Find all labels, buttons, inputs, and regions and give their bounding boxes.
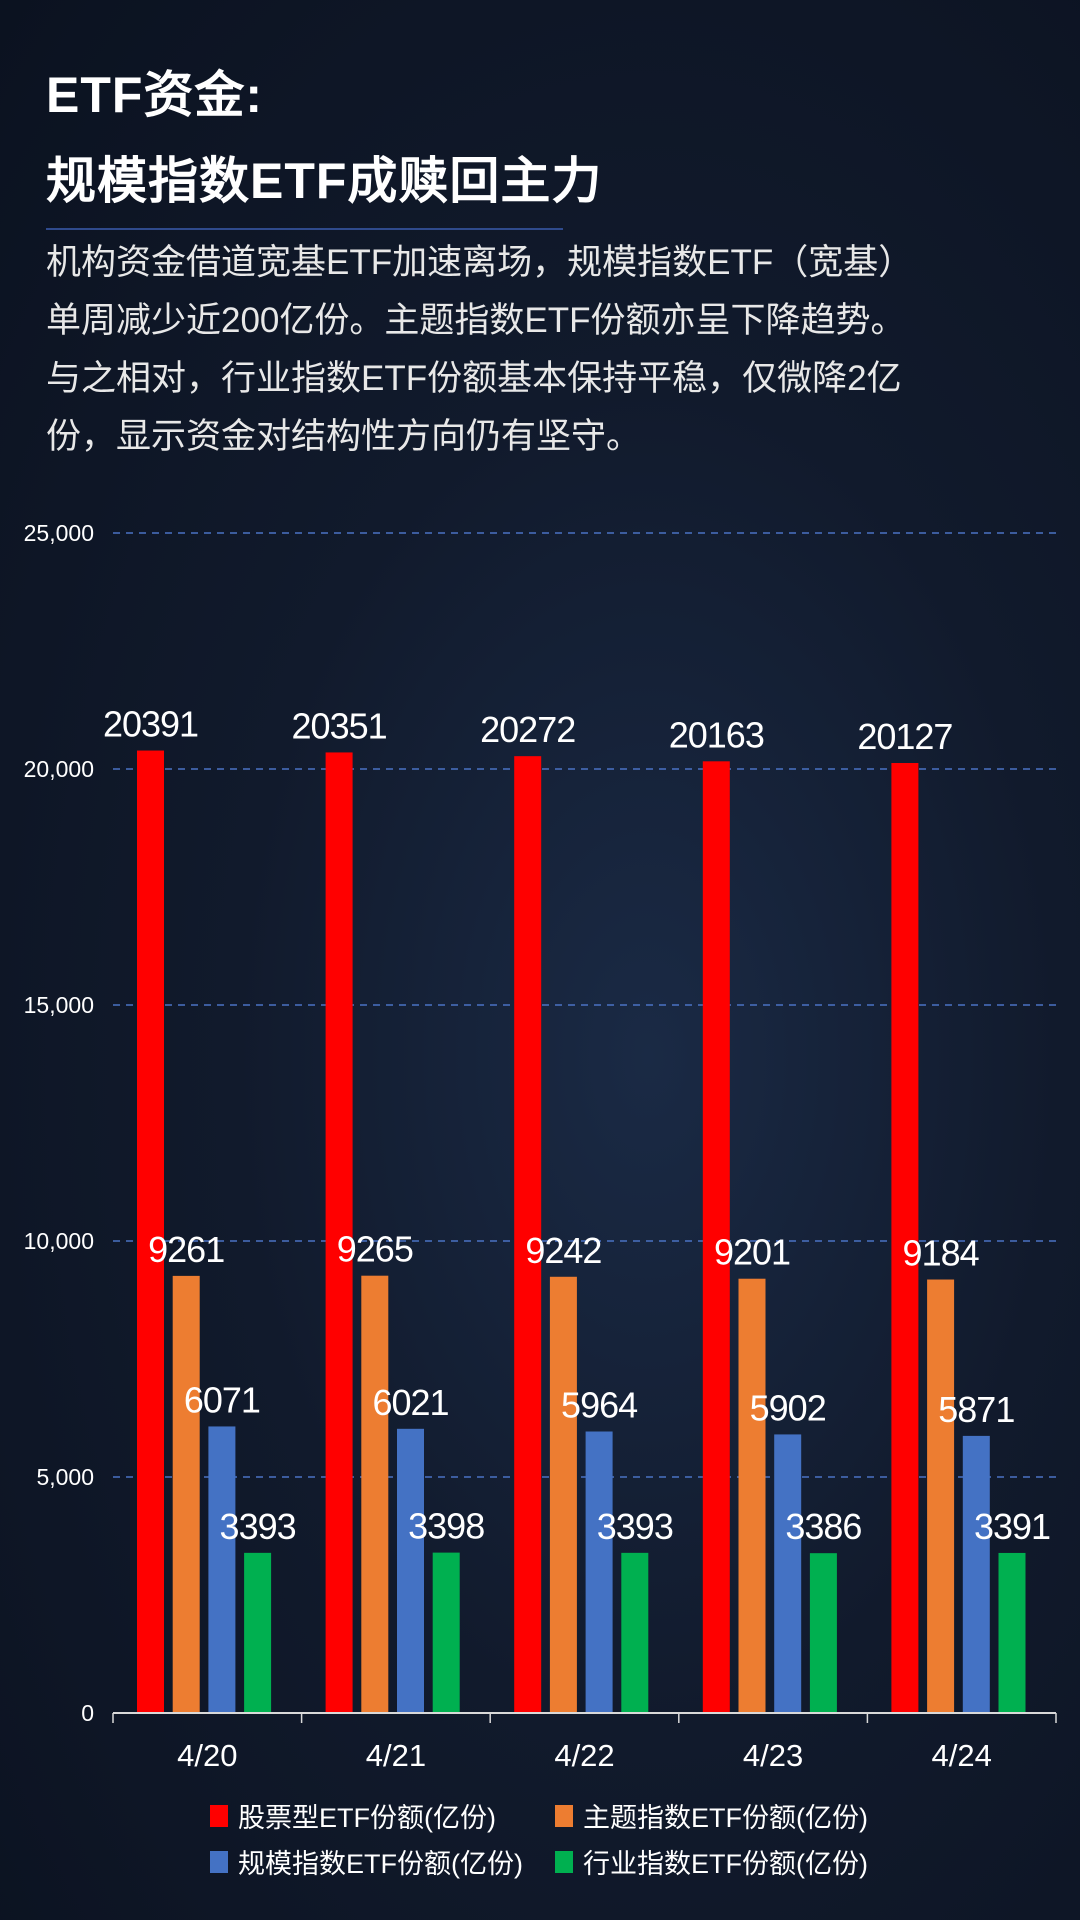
y-tick-label: 10,000: [24, 1228, 94, 1254]
legend-label: 行业指数ETF份额(亿份): [583, 1849, 868, 1879]
bar: [891, 763, 919, 1713]
legend-swatch: [210, 1850, 228, 1873]
description-line: 份，显示资金对结构性方向仍有坚守。: [46, 417, 642, 456]
data-label: 3398: [408, 1506, 484, 1547]
bar: [927, 1279, 955, 1713]
data-label: 9261: [148, 1229, 224, 1270]
legend-item: 股票型ETF份额(亿份): [210, 1796, 496, 1835]
bar: [172, 1275, 200, 1713]
legend-label: 主题指数ETF份额(亿份): [583, 1803, 868, 1833]
x-tick-label: 4/24: [932, 1738, 992, 1773]
x-tick-label: 4/21: [366, 1738, 426, 1773]
y-tick-label: 20,000: [24, 756, 94, 782]
legend-swatch: [210, 1804, 228, 1827]
legend-item: 主题指数ETF份额(亿份): [555, 1796, 868, 1835]
bar: [397, 1428, 424, 1713]
legend-label: 股票型ETF份额(亿份): [238, 1803, 496, 1833]
bar: [809, 1553, 837, 1713]
bar: [549, 1276, 577, 1713]
legend-item: 行业指数ETF份额(亿份): [555, 1842, 868, 1881]
data-label: 3386: [785, 1506, 861, 1547]
title-line-2: 规模指数ETF成赎回主力: [46, 153, 603, 209]
bar: [137, 750, 164, 1713]
bar: [962, 1435, 990, 1713]
bar: [774, 1434, 802, 1713]
data-label: 9201: [714, 1232, 790, 1273]
title-divider: [46, 228, 563, 230]
data-label: 20391: [103, 704, 198, 745]
data-label: 20163: [669, 714, 764, 755]
x-tick-label: 4/22: [554, 1738, 614, 1773]
bar: [244, 1552, 272, 1713]
data-label: 5902: [750, 1387, 826, 1428]
data-label: 3391: [974, 1506, 1050, 1547]
legend-label: 规模指数ETF份额(亿份): [238, 1849, 523, 1879]
description-line: 与之相对，行业指数ETF份额基本保持平稳，仅微降2亿: [46, 359, 902, 398]
bar: [621, 1552, 649, 1713]
data-label: 3393: [220, 1506, 296, 1547]
data-label: 9242: [525, 1230, 601, 1271]
data-label: 6071: [184, 1379, 260, 1420]
legend-item: 规模指数ETF份额(亿份): [210, 1842, 523, 1881]
bar: [432, 1552, 460, 1713]
x-tick-label: 4/20: [177, 1738, 237, 1773]
data-label: 20127: [857, 716, 952, 757]
description-line: 机构资金借道宽基ETF加速离场，规模指数ETF（宽基）: [46, 243, 914, 282]
y-tick-label: 0: [81, 1700, 94, 1726]
y-tick-label: 5,000: [36, 1464, 94, 1490]
data-label: 9265: [337, 1229, 413, 1270]
y-tick-label: 25,000: [24, 520, 94, 546]
legend-swatch: [555, 1804, 573, 1827]
description: 机构资金借道宽基ETF加速离场，规模指数ETF（宽基） 单周减少近200亿份。主…: [46, 234, 1056, 466]
data-label: 20272: [480, 709, 575, 750]
bar: [998, 1552, 1026, 1713]
bar: [361, 1275, 389, 1713]
data-label: 5871: [938, 1389, 1014, 1430]
bar: [585, 1431, 613, 1713]
data-label: 6021: [372, 1382, 448, 1423]
data-label: 20351: [292, 705, 387, 746]
data-label: 3393: [597, 1506, 673, 1547]
bar: [738, 1278, 766, 1713]
data-label: 5964: [561, 1384, 637, 1425]
bar: [702, 761, 730, 1713]
legend-swatch: [555, 1850, 573, 1873]
x-tick-label: 4/23: [743, 1738, 803, 1773]
data-label: 9184: [903, 1233, 979, 1274]
title-line-1: ETF资金:: [46, 67, 264, 123]
page-title: ETF资金: 规模指数ETF成赎回主力: [46, 52, 602, 224]
bar: [208, 1426, 236, 1713]
description-line: 单周减少近200亿份。主题指数ETF份额亦呈下降趋势。: [46, 301, 906, 340]
bar: [325, 752, 353, 1713]
bar: [514, 756, 542, 1713]
y-tick-label: 15,000: [24, 992, 94, 1018]
